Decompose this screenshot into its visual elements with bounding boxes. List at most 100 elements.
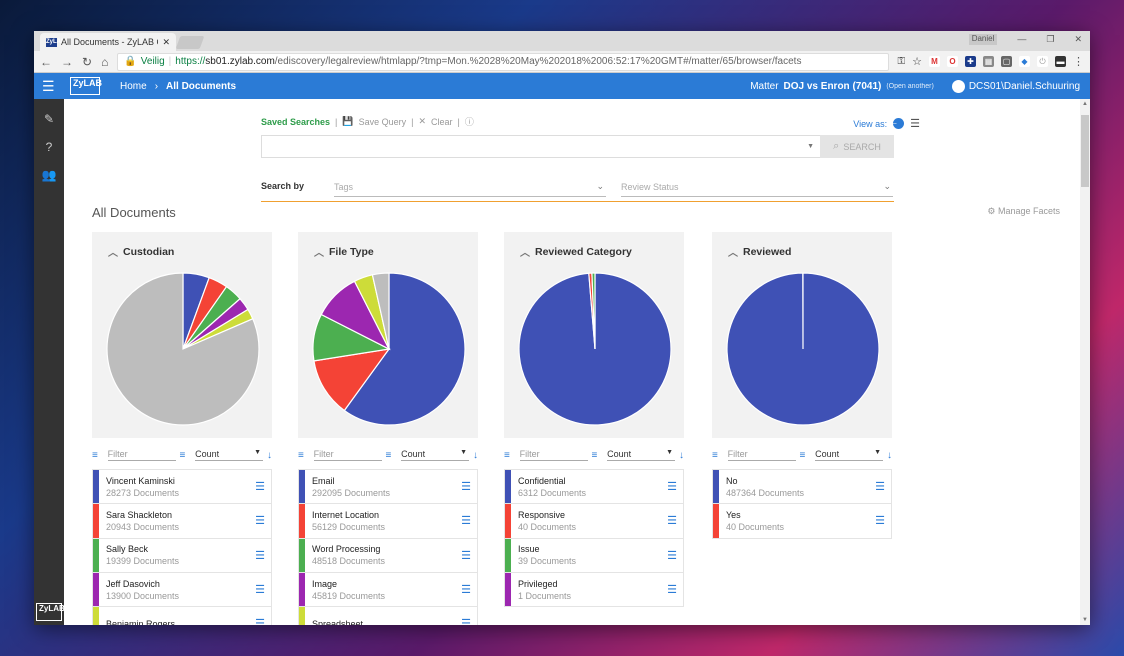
list-icon[interactable]: ☰ <box>667 584 677 597</box>
minimize-icon[interactable]: — <box>1017 34 1027 44</box>
caret-down-icon[interactable]: ▼ <box>807 143 814 150</box>
user-menu[interactable]: DCS01\Daniel.Schuuring <box>951 79 1080 93</box>
pie-slice[interactable] <box>591 272 596 350</box>
opera-icon[interactable]: O <box>947 56 958 67</box>
list-item[interactable]: Privileged 1 Documents ☰ <box>505 572 683 608</box>
pie-view-icon[interactable] <box>893 118 905 129</box>
list-icon[interactable]: ☰ <box>667 515 677 528</box>
list-item[interactable]: Sally Beck 19399 Documents ☰ <box>93 538 271 573</box>
facet-header[interactable]: ︿ Custodian <box>108 244 174 260</box>
manage-facets-button[interactable]: ⚙ Manage Facets <box>987 206 1060 217</box>
save-query-button[interactable]: Save Query <box>358 116 407 127</box>
extension-icon[interactable]: ▢ <box>1001 56 1012 67</box>
clear-button[interactable]: Clear <box>431 116 453 127</box>
help-icon[interactable]: ? <box>45 140 53 154</box>
menu-icon[interactable]: ⋮ <box>1073 56 1084 68</box>
list-item[interactable]: Yes 40 Documents ☰ <box>713 504 891 539</box>
list-item[interactable]: Spreadsheet ☰ <box>299 607 477 625</box>
scroll-up-icon[interactable]: ▲ <box>1082 101 1088 107</box>
chevron-up-icon[interactable]: ︿ <box>520 248 530 259</box>
close-tab-icon[interactable]: ✕ <box>162 36 170 47</box>
list-item[interactable]: Image 45819 Documents ☰ <box>299 572 477 608</box>
dark-extension-icon[interactable]: ▬ <box>1055 56 1066 67</box>
chevron-up-icon[interactable]: ︿ <box>108 248 118 259</box>
list-icon[interactable]: ☰ <box>461 549 471 562</box>
pie-slice[interactable] <box>371 272 390 350</box>
star-icon[interactable]: ☆ <box>912 56 922 68</box>
list-item[interactable]: No 487364 Documents ☰ <box>713 470 891 505</box>
pie-slice[interactable] <box>726 272 880 426</box>
list-icon[interactable]: ☰ <box>461 618 471 625</box>
key-icon[interactable]: ⚿ <box>897 56 906 67</box>
list-item[interactable]: Confidential 6312 Documents ☰ <box>505 470 683 505</box>
review-status-dropdown[interactable]: Review Status ⌄ <box>621 177 893 197</box>
profile-badge[interactable]: Daniel <box>968 34 998 45</box>
list-item[interactable]: Issue 39 Documents ☰ <box>505 538 683 573</box>
list-view-icon[interactable]: ☰ <box>910 118 920 130</box>
zylab-logo[interactable]: ZyLAB <box>70 77 102 95</box>
scrollbar[interactable]: ▲ ▼ <box>1080 99 1090 625</box>
close-window-icon[interactable]: ✕ <box>1074 34 1082 44</box>
pie-slice[interactable] <box>106 272 260 426</box>
home-icon[interactable]: ⌂ <box>101 54 109 69</box>
wrench-icon[interactable]: ✎ <box>43 112 55 126</box>
list-icon[interactable]: ☰ <box>875 515 885 528</box>
flag-icon[interactable]: ✚ <box>965 56 976 67</box>
reload-icon[interactable]: ↻ <box>82 54 93 69</box>
filter-input[interactable]: Filter <box>727 449 796 461</box>
list-icon[interactable]: ☰ <box>255 481 265 494</box>
list-item[interactable]: Sara Shackleton 20943 Documents ☰ <box>93 504 271 539</box>
people-icon[interactable]: 👥 <box>41 168 57 182</box>
facet-pie-chart[interactable] <box>106 272 260 426</box>
list-item[interactable]: Internet Location 56129 Documents ☰ <box>299 504 477 539</box>
sort-direction-icon[interactable]: ↓ <box>887 450 892 461</box>
list-icon[interactable]: ☰ <box>875 481 885 494</box>
list-item[interactable]: Jeff Dasovich 13900 Documents ☰ <box>93 572 271 608</box>
list-icon[interactable]: ☰ <box>255 618 265 625</box>
list-item[interactable]: Word Processing 48518 Documents ☰ <box>299 538 477 573</box>
search-input[interactable]: ▼ <box>261 135 821 158</box>
help-circle-icon[interactable]: ⓘ <box>464 117 474 127</box>
facet-header[interactable]: ︿ Reviewed <box>728 244 791 260</box>
list-icon[interactable]: ☰ <box>255 515 265 528</box>
sort-select[interactable]: Count ▼ <box>815 449 883 461</box>
scroll-down-icon[interactable]: ▼ <box>1082 617 1088 623</box>
breadcrumb-home[interactable]: Home <box>120 80 147 92</box>
sort-select[interactable]: Count ▼ <box>607 449 675 461</box>
filter-input[interactable]: Filter <box>107 449 176 461</box>
sort-direction-icon[interactable]: ↓ <box>473 450 478 461</box>
sort-select[interactable]: Count ▼ <box>401 449 469 461</box>
puzzle-icon[interactable]: ▦ <box>983 56 994 67</box>
facet-pie-chart[interactable] <box>518 272 672 426</box>
list-icon[interactable]: ☰ <box>667 549 677 562</box>
dropbox-icon[interactable]: ◆ <box>1019 56 1030 67</box>
pie-slice[interactable] <box>313 348 391 412</box>
search-button[interactable]: ⌕ SEARCH <box>820 135 894 158</box>
facet-header[interactable]: ︿ File Type <box>314 244 374 260</box>
gmail-icon[interactable]: M <box>929 56 940 67</box>
list-icon[interactable]: ☰ <box>461 584 471 597</box>
new-tab-button[interactable] <box>175 36 205 49</box>
chevron-up-icon[interactable]: ︿ <box>728 248 738 259</box>
list-item[interactable]: Vincent Kaminski 28273 Documents ☰ <box>93 470 271 505</box>
facet-pie-chart[interactable] <box>726 272 880 426</box>
tags-dropdown[interactable]: Tags ⌄ <box>334 177 606 197</box>
list-icon[interactable]: ☰ <box>667 481 677 494</box>
sort-direction-icon[interactable]: ↓ <box>679 450 684 461</box>
list-item[interactable]: Responsive 40 Documents ☰ <box>505 504 683 539</box>
browser-tab[interactable]: ZyLAB All Documents - ZyLAB C ✕ <box>40 33 176 51</box>
list-icon[interactable]: ☰ <box>461 481 471 494</box>
facet-pie-chart[interactable] <box>312 272 466 426</box>
forward-icon[interactable]: → <box>61 54 73 69</box>
hamburger-icon[interactable]: ☰ <box>42 78 55 94</box>
back-icon[interactable]: ← <box>40 54 52 69</box>
sort-select[interactable]: Count ▼ <box>195 449 263 461</box>
url-field[interactable]: 🔒 Veilig | https://sb01.zylab.com/edisco… <box>117 52 889 71</box>
sort-direction-icon[interactable]: ↓ <box>267 450 272 461</box>
facet-header[interactable]: ︿ Reviewed Category <box>520 244 632 260</box>
saved-searches-link[interactable]: Saved Searches <box>261 116 331 127</box>
chevron-up-icon[interactable]: ︿ <box>314 248 324 259</box>
filter-input[interactable]: Filter <box>313 449 382 461</box>
restore-icon[interactable]: ❐ <box>1046 34 1055 44</box>
pie-slice[interactable] <box>343 272 466 426</box>
